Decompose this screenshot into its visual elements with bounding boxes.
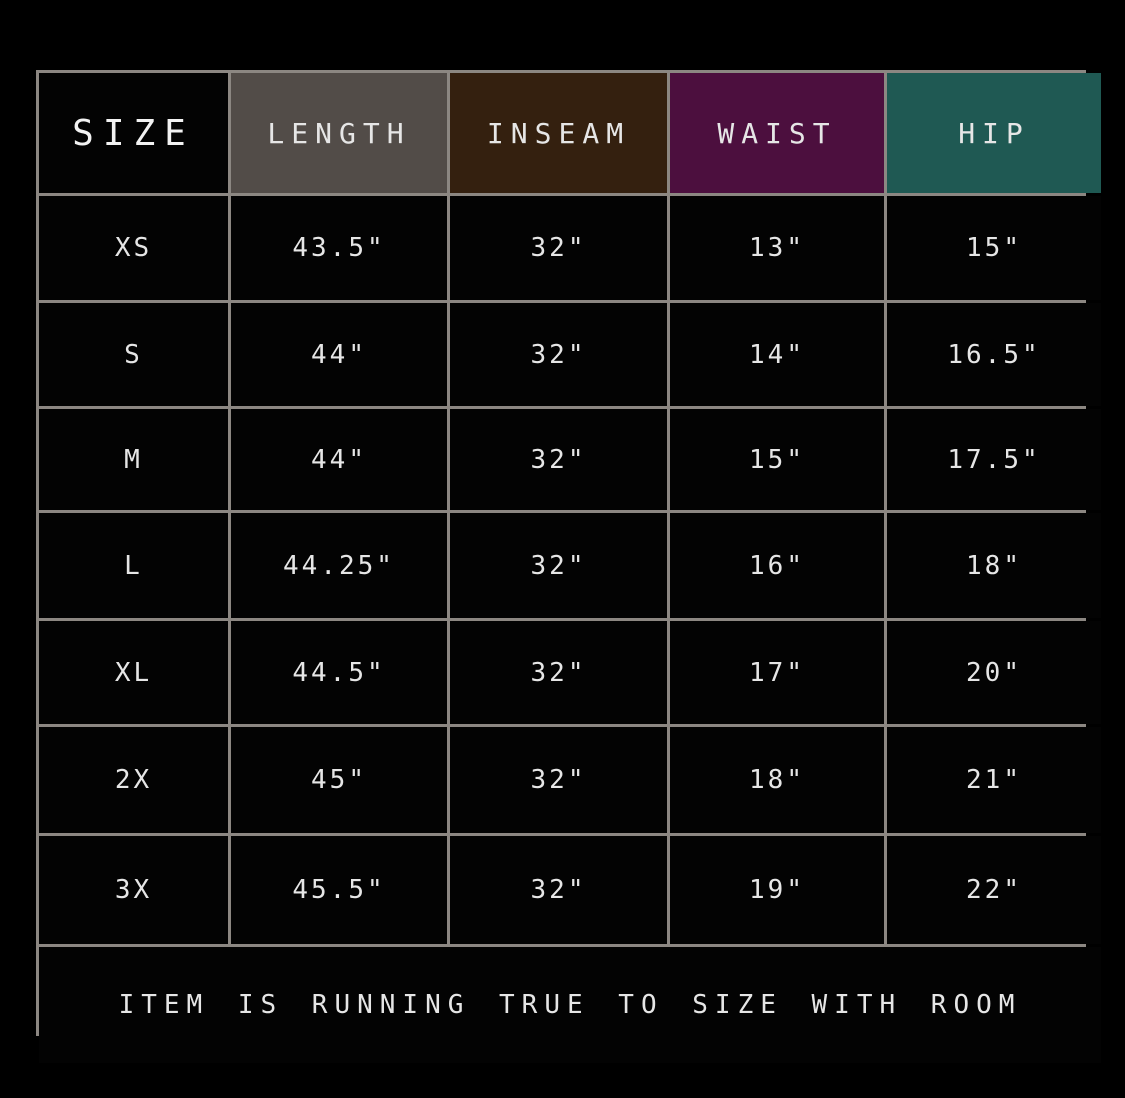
- cell-length: 43.5": [231, 196, 447, 300]
- cell-size: L: [39, 513, 228, 618]
- cell-length: 45.5": [231, 836, 447, 944]
- cell-hip: 20": [887, 621, 1101, 724]
- header-length: LENGTH: [231, 73, 447, 193]
- cell-hip: 18": [887, 513, 1101, 618]
- cell-waist: 19": [670, 836, 884, 944]
- cell-waist: 15": [670, 409, 884, 510]
- header-inseam: INSEAM: [450, 73, 667, 193]
- fit-note: ITEM IS RUNNING TRUE TO SIZE WITH ROOM: [39, 947, 1101, 1063]
- cell-hip: 15": [887, 196, 1101, 300]
- cell-hip: 22": [887, 836, 1101, 944]
- cell-length: 45": [231, 727, 447, 833]
- cell-inseam: 32": [450, 409, 667, 510]
- cell-waist: 16": [670, 513, 884, 618]
- cell-size: XL: [39, 621, 228, 724]
- cell-hip: 16.5": [887, 303, 1101, 406]
- header-hip: HIP: [887, 73, 1101, 193]
- cell-inseam: 32": [450, 303, 667, 406]
- cell-waist: 13": [670, 196, 884, 300]
- size-chart-table: SIZE LENGTH INSEAM WAIST HIP XS 43.5" 32" 13" 15"…: [36, 70, 1101, 1063]
- cell-waist: 17": [670, 621, 884, 724]
- cell-inseam: 32": [450, 513, 667, 618]
- cell-hip: 17.5": [887, 409, 1101, 510]
- cell-inseam: 32": [450, 727, 667, 833]
- cell-waist: 14": [670, 303, 884, 406]
- cell-length: 44.5": [231, 621, 447, 724]
- cell-size: 2X: [39, 727, 228, 833]
- cell-hip: 21": [887, 727, 1101, 833]
- header-size: SIZE: [39, 73, 228, 193]
- cell-size: XS: [39, 196, 228, 300]
- cell-inseam: 32": [450, 836, 667, 944]
- cell-size: S: [39, 303, 228, 406]
- cell-size: M: [39, 409, 228, 510]
- cell-length: 44.25": [231, 513, 447, 618]
- cell-length: 44": [231, 303, 447, 406]
- cell-inseam: 32": [450, 196, 667, 300]
- cell-length: 44": [231, 409, 447, 510]
- cell-waist: 18": [670, 727, 884, 833]
- cell-inseam: 32": [450, 621, 667, 724]
- header-waist: WAIST: [670, 73, 884, 193]
- cell-size: 3X: [39, 836, 228, 944]
